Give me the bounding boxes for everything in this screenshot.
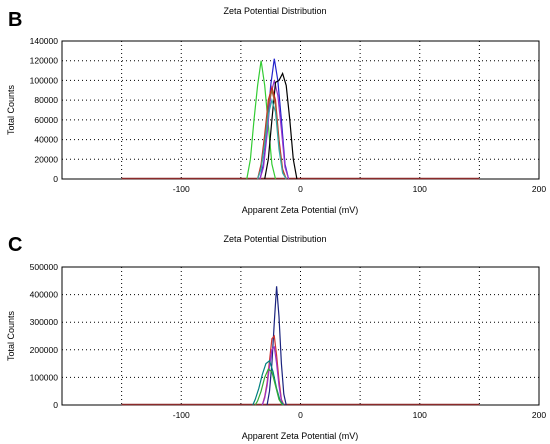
grid-c: [62, 267, 539, 405]
x-tick-label: 0: [298, 410, 303, 420]
series-group-c: [121, 286, 480, 406]
y-tick-label: 500000: [30, 262, 59, 272]
series-line-3: [259, 80, 290, 180]
y-tick-label: 100000: [30, 372, 59, 382]
y-tick-label: 400000: [30, 290, 59, 300]
y-tick-label: 40000: [34, 135, 58, 145]
y-tick-label: 80000: [34, 95, 58, 105]
y-tick-label: 0: [53, 174, 58, 184]
x-tick-label: 0: [298, 184, 303, 194]
x-axis-label-c: Apparent Zeta Potential (mV): [242, 431, 359, 441]
x-tick-label: 100: [413, 184, 427, 194]
chart-title-b: Zeta Potential Distribution: [223, 6, 326, 16]
series-group-b: [121, 58, 480, 180]
series-line-7: [257, 97, 287, 180]
y-axis-label-b: Total Counts: [6, 84, 16, 135]
panel-b: B Zeta Potential Distribution 0 20000 4000…: [6, 6, 546, 215]
x-tick-label: -100: [173, 184, 190, 194]
series-line-4: [264, 71, 298, 180]
x-tick-label: 200: [532, 184, 546, 194]
x-tick-label: 200: [532, 410, 546, 420]
panel-letter-b: B: [8, 9, 22, 31]
chart-title-c: Zeta Potential Distribution: [223, 234, 326, 244]
grid-b: [62, 41, 539, 179]
series-line-3: [261, 345, 285, 406]
y-axis-label-c: Total Counts: [6, 310, 16, 361]
panel-c: C Zeta Potential Distribution 0 100000 200…: [6, 234, 546, 441]
series-line-1: [246, 60, 277, 180]
y-tick-label: 120000: [30, 56, 59, 66]
x-tick-label: -100: [173, 410, 190, 420]
y-tick-label: 200000: [30, 345, 59, 355]
tick-labels-b: 0 20000 40000 60000 80000 100000 120000 140000 -…: [30, 36, 547, 194]
series-line-5: [254, 368, 284, 406]
tick-labels-c: 0 100000 200000 300000 400000 500000 -100 0 100 2…: [30, 262, 547, 420]
y-tick-label: 140000: [30, 36, 59, 46]
y-tick-label: 300000: [30, 317, 59, 327]
y-tick-label: 20000: [34, 154, 58, 164]
x-tick-label: 100: [413, 410, 427, 420]
series-line-4: [252, 359, 285, 406]
y-tick-label: 100000: [30, 75, 59, 85]
y-tick-label: 0: [53, 400, 58, 410]
series-line-1: [266, 286, 287, 406]
panel-letter-c: C: [8, 234, 22, 256]
y-tick-label: 60000: [34, 115, 58, 125]
x-axis-label-b: Apparent Zeta Potential (mV): [242, 205, 359, 215]
